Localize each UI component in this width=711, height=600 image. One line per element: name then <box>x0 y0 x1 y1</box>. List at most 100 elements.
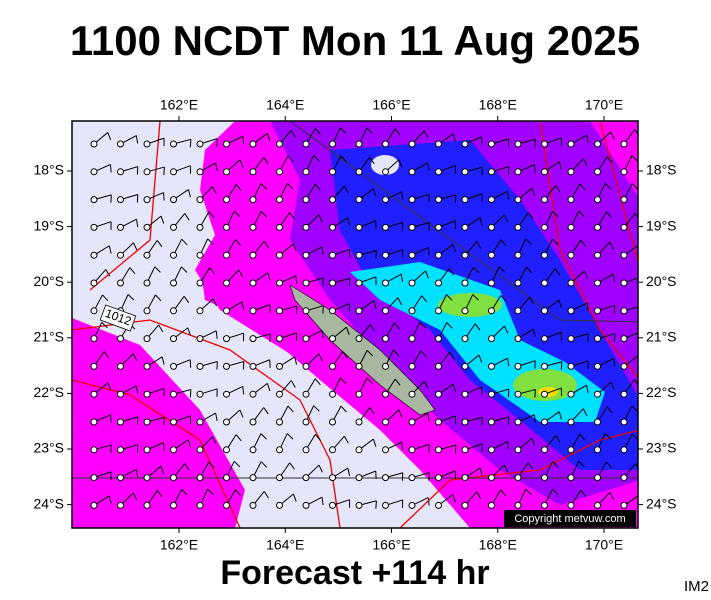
isobar <box>89 121 161 291</box>
lon-label: 168°E <box>479 537 517 553</box>
barb-station <box>620 223 628 231</box>
barb-station <box>514 418 522 426</box>
barb-station <box>435 279 442 287</box>
barb-station <box>143 362 151 370</box>
barb-feather <box>321 497 324 506</box>
copyright-bg <box>504 510 636 527</box>
barb-station <box>276 335 283 343</box>
barb-station <box>329 446 336 454</box>
barb-feather <box>398 159 403 168</box>
barb-station <box>170 446 177 454</box>
isobar <box>72 379 241 528</box>
barb-feather <box>606 406 613 414</box>
barb-station <box>514 501 522 509</box>
barb-station <box>408 474 416 482</box>
barb-station <box>329 251 336 259</box>
barb-station <box>408 140 416 148</box>
barb-feather <box>340 405 347 413</box>
barb-station <box>90 251 98 259</box>
barb-station <box>594 446 601 454</box>
barb-feather <box>348 278 351 287</box>
barb-feather <box>290 130 296 138</box>
lat-label: 20°S <box>646 273 677 289</box>
barb-feather <box>339 377 347 384</box>
barb-station <box>276 390 283 398</box>
image-code: IM2 <box>684 578 709 595</box>
barb-feather <box>234 489 242 497</box>
barb-feather <box>401 191 404 200</box>
barb-station <box>408 251 416 259</box>
barb-feather <box>503 325 509 334</box>
lat-label: 24°S <box>646 495 677 511</box>
barb-feather <box>108 495 112 504</box>
barb-station <box>408 418 416 426</box>
barb-feather <box>156 490 163 498</box>
barb-feather <box>613 358 616 367</box>
forecast-label: Forecast +114 hr <box>220 554 489 592</box>
barb-feather <box>533 414 536 423</box>
barb-station <box>329 223 336 231</box>
barb-station <box>90 446 98 454</box>
barb-station <box>170 279 177 287</box>
barb-station <box>249 418 257 426</box>
barb-feather <box>579 433 586 441</box>
isobar-label-bg <box>99 304 137 332</box>
barb-feather <box>606 156 613 164</box>
barb-feather <box>610 131 615 140</box>
barb-feather <box>209 267 216 275</box>
barb-feather <box>215 330 218 339</box>
barb-station <box>488 474 495 482</box>
barb-station <box>223 474 230 482</box>
barb-feather <box>427 162 430 171</box>
barb-station <box>143 251 151 259</box>
barb-feather <box>212 298 217 307</box>
barb-station <box>329 307 336 315</box>
barb-station <box>302 335 310 343</box>
isobar <box>399 429 638 528</box>
barb-feather <box>295 275 298 284</box>
barb-station <box>355 474 363 482</box>
barb-feather <box>605 211 613 219</box>
barb-station <box>223 335 230 343</box>
barb-station <box>382 362 389 370</box>
barb-station <box>170 307 177 315</box>
barb-feather <box>634 129 638 136</box>
barb-station <box>620 279 628 287</box>
barb-station <box>408 501 416 509</box>
barb-station <box>488 446 495 454</box>
barb-feather <box>267 272 271 281</box>
barb-station <box>567 390 575 398</box>
barb-feather <box>532 328 536 338</box>
barb-feather <box>233 460 241 468</box>
barb-feather <box>369 324 375 332</box>
barb-feather <box>239 159 244 168</box>
barb-station <box>488 140 495 148</box>
barb-feather <box>340 155 347 163</box>
barb-station <box>329 474 336 482</box>
barb-station <box>408 307 416 315</box>
barb-station <box>435 390 442 398</box>
barb-station <box>541 168 548 176</box>
barb-feather <box>181 489 188 496</box>
barb-station <box>196 279 204 287</box>
barb-station <box>143 390 151 398</box>
barb-feather <box>158 324 164 333</box>
barb-feather <box>394 378 401 386</box>
barb-feather <box>580 239 587 247</box>
barb-station <box>435 251 442 259</box>
barb-feather <box>289 462 295 470</box>
barb-station <box>223 251 230 259</box>
barb-station <box>355 418 363 426</box>
barb-station <box>514 446 522 454</box>
barb-feather <box>241 301 245 310</box>
barb-feather <box>609 492 615 500</box>
barb-feather <box>108 245 112 254</box>
barb-station <box>223 362 230 370</box>
barb-station <box>90 362 98 370</box>
barb-station <box>196 362 204 370</box>
barb-feather <box>343 185 349 194</box>
barb-feather <box>181 238 188 246</box>
barb-station <box>223 307 230 315</box>
barb-feather <box>136 219 139 228</box>
